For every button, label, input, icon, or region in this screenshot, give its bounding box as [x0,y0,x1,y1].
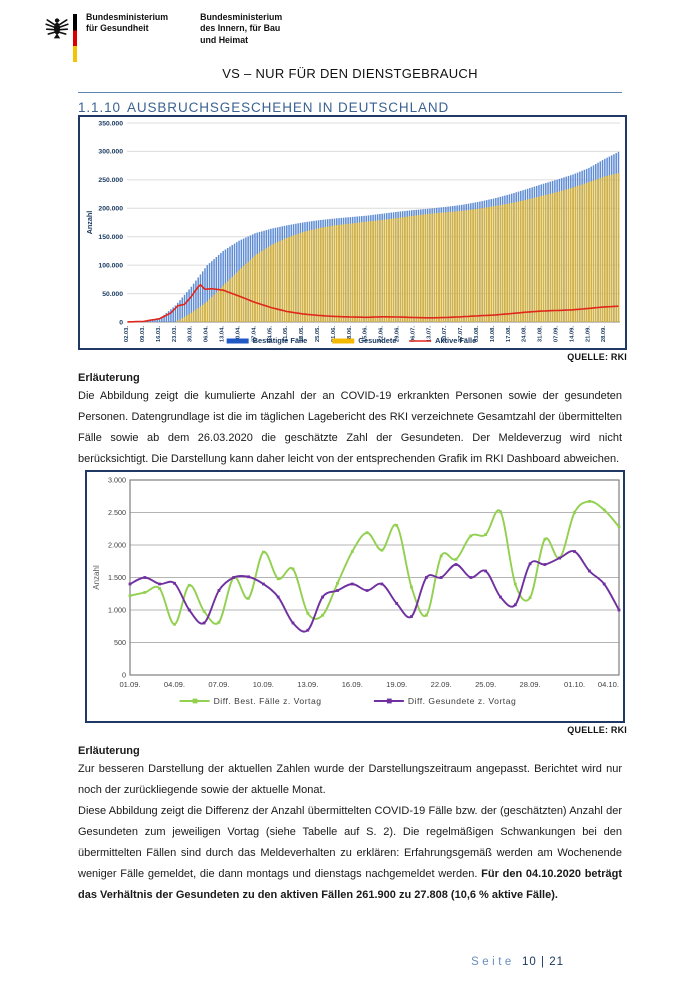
y-tick-label: 3.000 [108,476,126,485]
x-tick-label: 10.09. [253,680,274,689]
diff-best-faelle-line [130,501,619,624]
x-tick-label: 23.03. [172,326,178,343]
daily-difference-svg: 0 500 1.000 1.500 2.000 2.500 3.000 Anzahl 01.09… [87,472,623,721]
x-tick-label: 16.03. [156,326,162,343]
ministry2-line3: und Heimat [200,35,282,46]
legend-label: Diff. Best. Fälle z. Vortag [214,696,322,706]
explanation1-body: Die Abbildung zeigt die kumulierte Anzah… [78,386,622,470]
section-title: AUSBRUCHSGESCHEHEN IN DEUTSCHLAND [127,100,449,115]
x-tick-label: 06.04. [204,326,210,343]
section-number: 1.1.10 [78,100,121,115]
section-heading: 1.1.10 AUSBRUCHSGESCHEHEN IN DEUTSCHLAND [78,100,622,115]
y-tick-label: 250.000 [98,177,123,184]
x-tick-label: 25.05. [315,326,321,343]
explanation2-para1: Zur besseren Darstellung der aktuellen Z… [78,763,622,796]
x-tick-label: 09.03. [140,326,146,343]
y-axis-title: Anzahl [92,565,101,590]
explanation2-body: Zur besseren Darstellung der aktuellen Z… [78,759,622,906]
source-label-2: QUELLE: RKI [0,725,627,735]
legend-label: Aktive Fälle [435,336,476,345]
legend-marker [193,699,198,704]
x-tick-label: 19.09. [386,680,407,689]
cumulative-cases-svg: 0 50.000 100.000 150.000 200.000 250.000 300.0… [80,117,625,348]
ministry1-line2: für Gesundheit [86,23,168,34]
x-tick-label: 28.09. [601,326,607,343]
x-tick-label: 17.08. [506,326,512,343]
ministry2-line1: Bundesministerium [200,12,282,23]
page-footer: Seite 10 | 21 [471,956,564,968]
x-tick-label: 01.10. [564,680,585,689]
legend-label: Diff. Gesundete z. Vortag [408,696,516,706]
ministry1-line1: Bundesministerium [86,12,168,23]
y-tick-label: 100.000 [98,262,123,269]
german-flag-stripe [73,14,77,62]
y-tick-label: 150.000 [98,234,123,241]
y-tick-label: 0 [119,319,123,326]
legend-marker [387,699,392,704]
page-number: 10 | 21 [522,956,564,968]
y-tick-label: 2.500 [108,508,126,517]
y-tick-label: 1.000 [108,606,126,615]
x-tick-label: 13.09. [297,680,318,689]
header-divider [78,92,622,93]
ministry-name-interior: Bundesministerium des Innern, für Bau un… [200,12,282,46]
x-tick-label: 16.09. [342,680,363,689]
x-tick-label: 22.09. [431,680,452,689]
ministry-logos: Bundesministerium für Gesundheit Bundesm… [45,12,700,62]
x-tick-label: 07.09. [554,326,560,343]
footer-label: Seite [471,956,515,968]
y-tick-label: 300.000 [98,149,123,156]
x-tick-label: 31.08. [538,326,544,343]
ministry2-line2: des Innern, für Bau [200,23,282,34]
federal-eagle-icon [45,14,69,40]
y-tick-label: 200.000 [98,206,123,213]
page-header: Bundesministerium für Gesundheit Bundesm… [0,12,700,115]
daily-difference-chart: 0 500 1.000 1.500 2.000 2.500 3.000 Anzahl 01.09… [85,470,625,723]
classification-banner: VS – NUR FÜR DEN DIENSTGEBRAUCH [0,66,700,81]
y-tick-label: 350.000 [98,120,123,127]
x-tick-label: 30.03. [188,326,194,343]
x-tick-label: 04.09. [164,680,185,689]
explanation1-title: Erläuterung [78,372,622,384]
x-tick-label: 13.04. [220,326,226,343]
explanation2-title: Erläuterung [78,745,622,757]
y-tick-label: 500 [114,638,126,647]
y-tick-label: 50.000 [102,291,123,298]
x-tick-label: 28.09. [520,680,541,689]
x-tick-label: 25.09. [475,680,496,689]
series-markers [129,550,621,632]
x-tick-label: 24.08. [522,326,528,343]
source-label-1: QUELLE: RKI [0,352,627,362]
y-tick-label: 1.500 [108,573,126,582]
legend-swatch [332,339,354,344]
x-tick-label: 21.09. [585,326,591,343]
x-tick-label: 14.09. [569,326,575,343]
x-tick-label: 06.07. [410,326,416,343]
y-axis-title: Anzahl [85,211,94,235]
x-tick-label: 04.10. [598,680,619,689]
x-tick-label: 01.09. [119,680,140,689]
x-tick-label: 02.03. [124,326,130,343]
ministry-name-health: Bundesministerium für Gesundheit [86,12,168,35]
x-tick-label: 07.09. [208,680,229,689]
legend-swatch [227,339,249,344]
x-tick-label: 13.07. [426,326,432,343]
legend-label: Gesundete [358,336,396,345]
x-tick-label: 10.08. [490,326,496,343]
y-tick-label: 2.000 [108,541,126,550]
cumulative-cases-chart: 0 50.000 100.000 150.000 200.000 250.000 300.0… [78,115,627,350]
y-tick-label: 0 [122,671,126,680]
legend-label: Bestätigte Fälle [253,336,308,345]
